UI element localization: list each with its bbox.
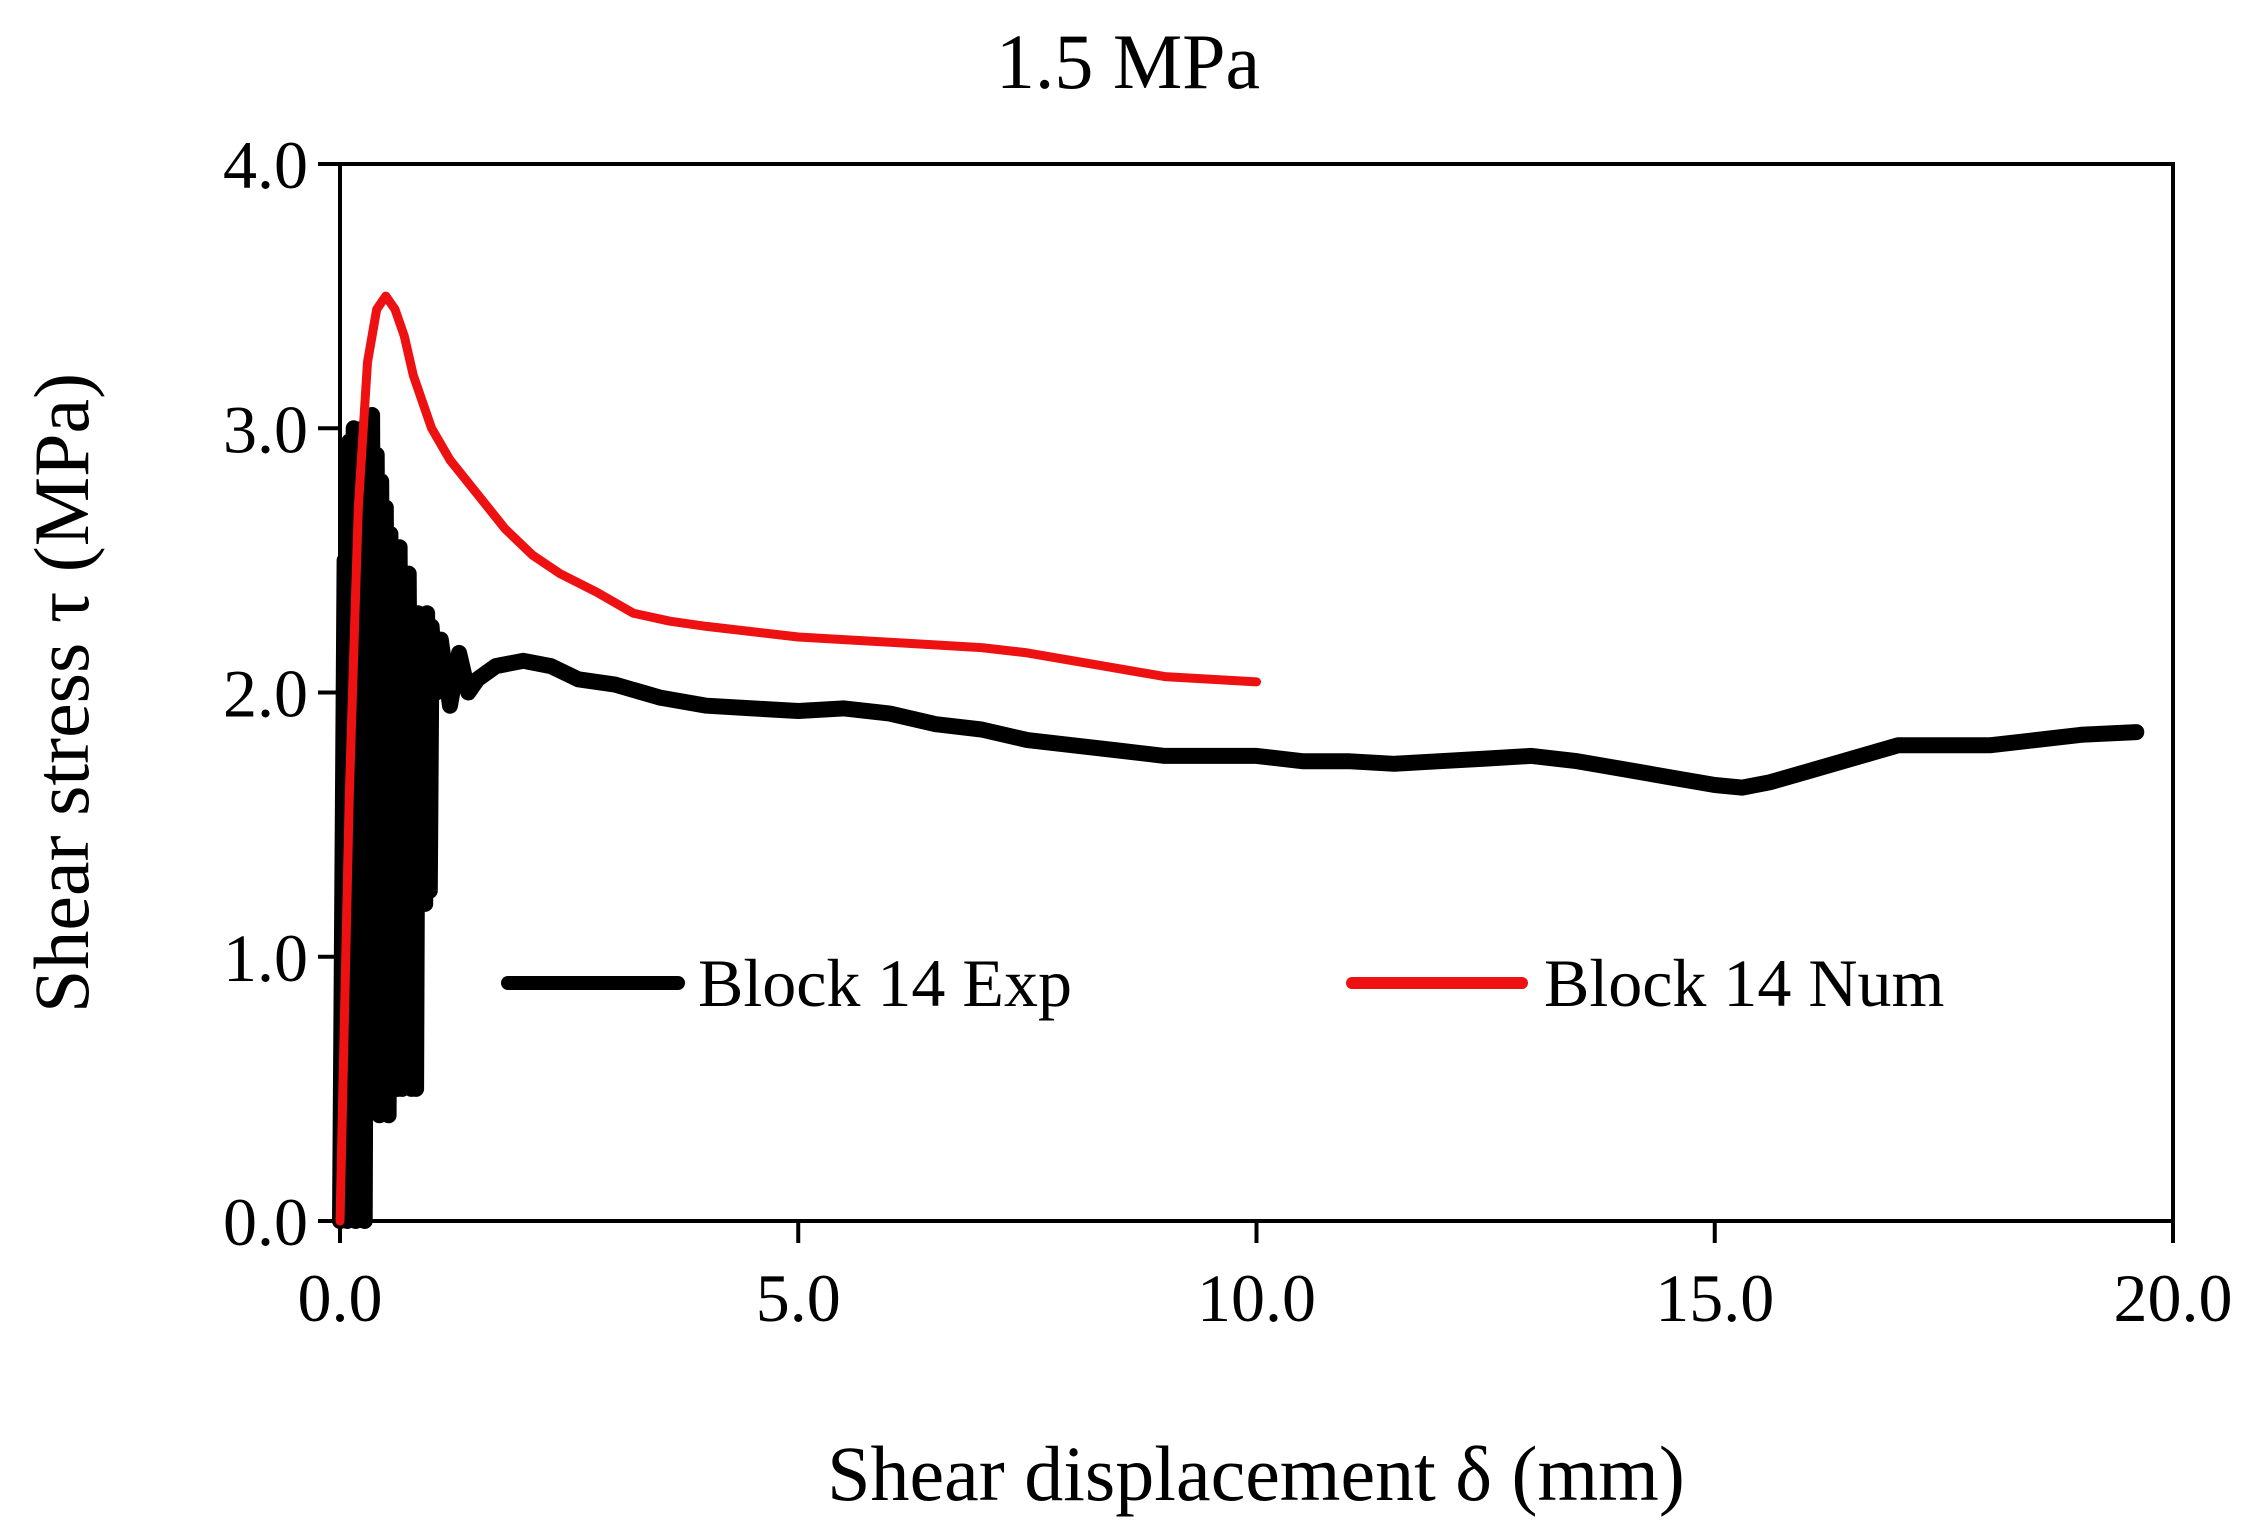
series-line-num	[335, 291, 1261, 1226]
chart-title: 1.5 MPa	[996, 18, 1260, 105]
y-tick-label: 2.0	[223, 656, 308, 732]
y-tick-label: 4.0	[223, 127, 308, 203]
series-line-exp	[332, 407, 2145, 1229]
x-tick-label: 10.0	[1197, 1260, 1316, 1336]
x-tick-label: 20.0	[2114, 1260, 2233, 1336]
x-tick-label: 15.0	[1655, 1260, 1774, 1336]
y-axis-ticks: 0.0 1.0 2.0 3.0 4.0	[223, 127, 340, 1260]
y-tick-label: 3.0	[223, 391, 308, 467]
x-tick-label: 5.0	[756, 1260, 841, 1336]
x-axis-ticks: 0.0 5.0 10.0 15.0 20.0	[298, 1221, 2233, 1336]
legend-label-num: Block 14 Num	[1544, 945, 1944, 1021]
legend: Block 14 Exp Block 14 Num	[501, 945, 1944, 1021]
y-tick-label: 0.0	[223, 1184, 308, 1260]
series-layer	[332, 291, 2145, 1229]
x-tick-label: 0.0	[298, 1260, 383, 1336]
y-axis-title: Shear stress τ (MPa)	[18, 373, 105, 1013]
legend-label-exp: Block 14 Exp	[698, 945, 1072, 1021]
y-tick-label: 1.0	[223, 920, 308, 996]
x-axis-title: Shear displacement δ (mm)	[827, 1430, 1685, 1517]
